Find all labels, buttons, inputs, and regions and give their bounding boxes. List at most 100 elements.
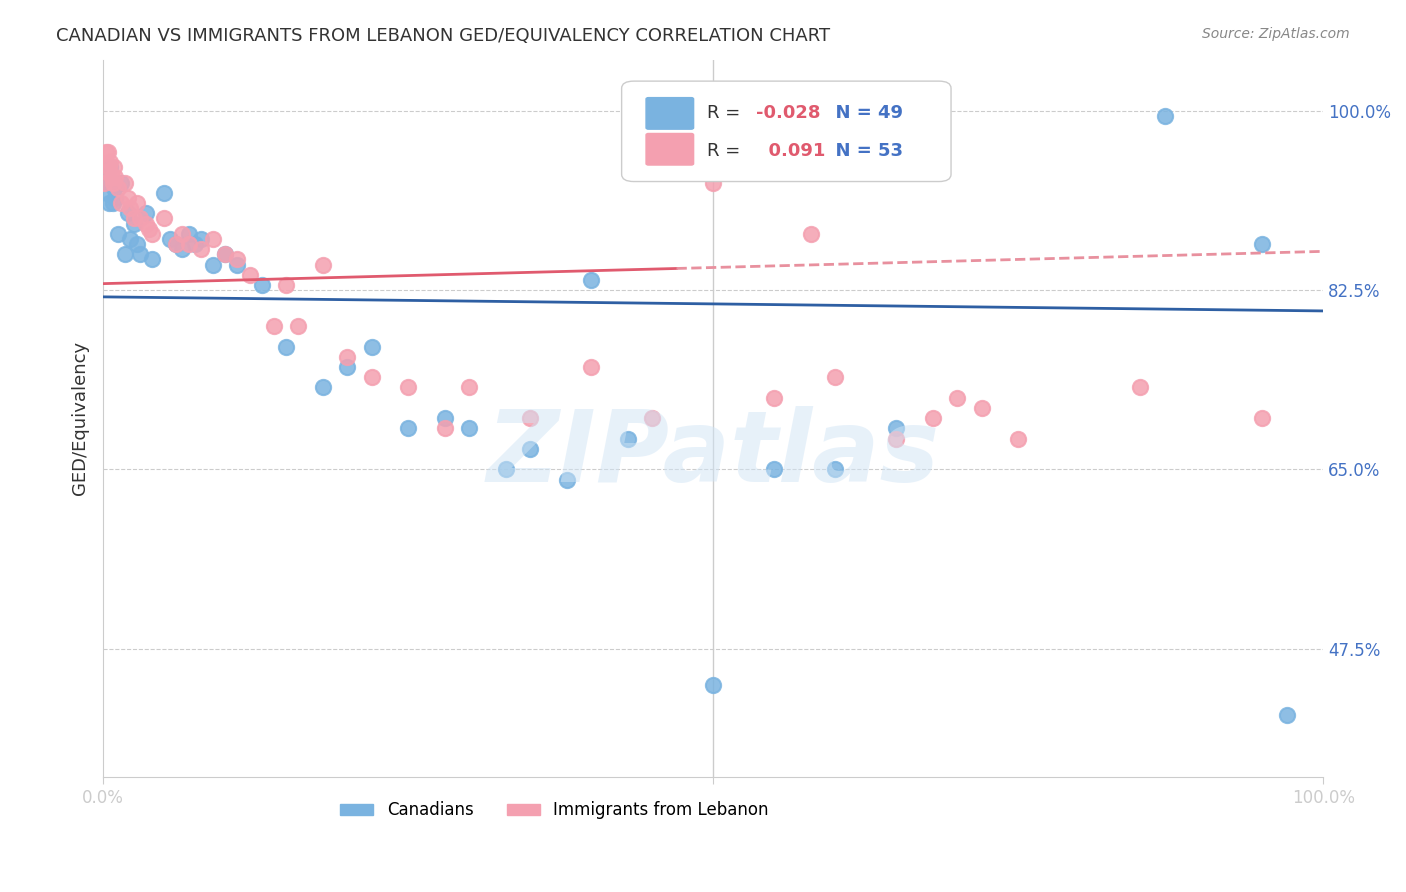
Point [360,370,382,384]
Point [94,165,117,179]
Point [884,432,907,446]
Point [276,339,298,353]
Point [1153,109,1175,123]
Point [100,170,122,185]
Point [135,217,157,231]
Point [360,339,382,353]
Point [238,268,260,282]
Point [97,145,120,159]
Point [214,247,236,261]
Point [122,211,145,226]
Point [141,227,163,241]
Point [824,370,846,384]
FancyBboxPatch shape [645,97,693,129]
Point [201,232,224,246]
Text: 0.091: 0.091 [756,142,825,160]
Point [159,232,181,246]
Point [98,160,121,174]
Point [763,391,786,405]
Point [276,278,298,293]
Point [579,359,602,374]
Point [824,462,846,476]
Point [458,421,481,435]
Point [287,318,309,333]
Point [135,206,157,220]
Point [128,247,150,261]
Point [100,160,122,174]
FancyBboxPatch shape [645,134,693,165]
Point [226,258,249,272]
Point [153,186,176,200]
Point [104,191,127,205]
Point [110,196,132,211]
Point [1129,380,1152,394]
Point [107,227,129,241]
Text: ZIPatlas: ZIPatlas [486,406,939,502]
Text: R =: R = [707,104,747,122]
Point [117,191,139,205]
Point [103,160,125,174]
Point [433,421,456,435]
Point [128,211,150,226]
Point [96,165,118,179]
Point [884,421,907,435]
Point [104,170,127,185]
Point [1007,432,1029,446]
Point [336,359,359,374]
Point [519,442,541,456]
Point [495,462,517,476]
FancyBboxPatch shape [621,81,950,182]
Point [190,232,212,246]
Point [946,391,969,405]
Point [114,247,136,261]
Point [118,201,141,215]
Text: R =: R = [707,142,747,160]
Point [800,227,823,241]
Point [579,273,602,287]
Point [98,196,121,211]
Point [101,176,124,190]
Point [312,380,335,394]
Point [93,176,115,190]
Text: N = 53: N = 53 [823,142,903,160]
Point [702,176,724,190]
Point [107,180,129,194]
Point [263,318,285,333]
Point [172,242,194,256]
Point [141,252,163,267]
Point [1275,708,1298,723]
Point [177,237,200,252]
Point [190,242,212,256]
Point [641,411,664,425]
Point [100,155,122,169]
Point [117,206,139,220]
Point [519,411,541,425]
Point [336,350,359,364]
Point [97,176,120,190]
Point [702,678,724,692]
Point [1251,237,1274,252]
Point [177,227,200,241]
Text: -0.028: -0.028 [756,104,820,122]
Point [100,176,122,190]
Point [433,411,456,425]
Y-axis label: GED/Equivalency: GED/Equivalency [72,341,89,495]
Point [153,211,176,226]
Point [312,258,335,272]
Legend: Canadians, Immigrants from Lebanon: Canadians, Immigrants from Lebanon [333,795,776,826]
Text: CANADIAN VS IMMIGRANTS FROM LEBANON GED/EQUIVALENCY CORRELATION CHART: CANADIAN VS IMMIGRANTS FROM LEBANON GED/… [56,27,831,45]
Point [165,237,187,252]
Point [250,278,273,293]
Point [101,196,124,211]
Point [183,237,205,252]
Point [555,473,578,487]
Point [921,411,943,425]
Point [970,401,993,415]
Point [214,247,236,261]
Point [226,252,249,267]
Point [122,217,145,231]
Point [1251,411,1274,425]
Point [201,258,224,272]
Point [110,176,132,190]
Point [103,180,125,194]
